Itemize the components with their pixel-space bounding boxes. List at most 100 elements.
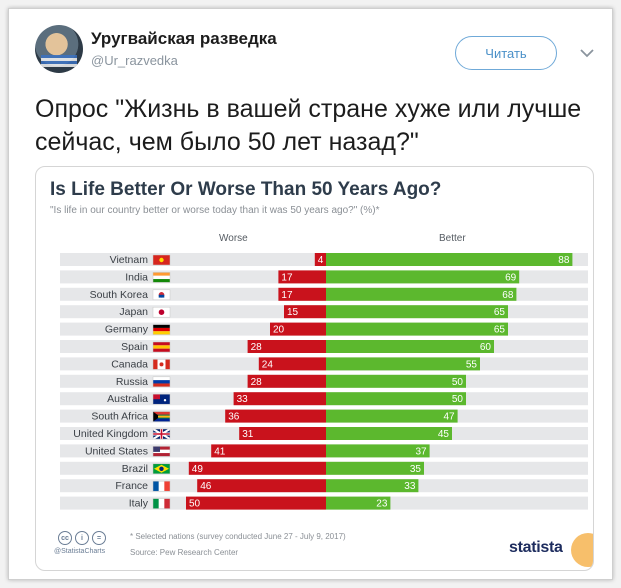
follow-button[interactable]: Читать [455, 36, 557, 70]
worse-value-label: 50 [189, 499, 201, 510]
flag-icon [152, 272, 171, 283]
worse-value-label: 46 [200, 481, 212, 492]
better-bar [326, 496, 391, 510]
worse-bar [197, 479, 326, 493]
worse-bar [270, 322, 326, 336]
country-label: India [125, 271, 148, 283]
better-column-header: Better [439, 233, 466, 244]
worse-bar [314, 253, 326, 266]
worse-value-label: 33 [237, 394, 249, 405]
worse-value-label: 49 [192, 464, 204, 475]
better-bar [326, 270, 520, 284]
worse-bar [247, 374, 326, 388]
worse-value-label: 36 [228, 412, 240, 423]
better-value-label: 65 [494, 307, 506, 318]
flag-icon [152, 254, 171, 266]
country-label: United States [85, 445, 148, 457]
chart-image[interactable]: Is Life Better Or Worse Than 50 Years Ag… [35, 166, 594, 571]
chart-row: Australia 33 50 [60, 392, 588, 406]
flag-icon [152, 359, 171, 370]
flag-icon [152, 428, 171, 440]
worse-value-label: 17 [281, 290, 293, 301]
statista-logo: statista [509, 539, 563, 556]
better-bar [326, 253, 573, 266]
better-bar [326, 374, 466, 388]
flag-icon [152, 376, 171, 388]
chart-row: United States 41 37 [60, 444, 588, 458]
better-bar [326, 287, 517, 301]
worse-bar [211, 444, 326, 458]
bar-chart: Vietnam 4 88 India 17 69 South Korea 17 68 Japan 1… [60, 253, 588, 510]
better-value-label: 60 [480, 342, 492, 353]
flag-icon [152, 306, 171, 318]
better-bar [326, 357, 480, 371]
worse-bar [239, 427, 326, 440]
chart-subtitle: "Is life in our country better or worse … [50, 205, 380, 216]
country-label: Japan [119, 306, 148, 318]
worse-value-label: 17 [281, 272, 293, 283]
country-label: Germany [105, 324, 149, 336]
country-label: South Korea [90, 289, 149, 301]
flag-icon [152, 341, 171, 353]
worse-bar [186, 496, 326, 510]
chart-row: Japan 15 65 [60, 305, 588, 319]
flag-icon [152, 289, 171, 301]
better-value-label: 69 [505, 272, 517, 283]
country-label: Australia [107, 393, 148, 405]
worse-bar [284, 305, 326, 319]
better-bar [326, 409, 458, 423]
flag-icon [152, 393, 171, 405]
chart-row: Brazil 49 35 [60, 461, 588, 475]
chart-row: Canada 24 55 [60, 357, 588, 371]
author-handle[interactable]: @Ur_razvedka [91, 53, 178, 68]
chart-row: Vietnam 4 88 [60, 253, 588, 266]
flag-icon [152, 411, 171, 422]
cc-license-icons: cc i = [58, 531, 106, 545]
worse-value-label: 28 [251, 342, 263, 353]
avatar[interactable] [35, 25, 83, 73]
chart-source: Source: Pew Research Center [130, 548, 239, 557]
better-value-label: 50 [452, 394, 464, 405]
chevron-down-icon[interactable] [577, 43, 597, 63]
country-label: South Africa [91, 411, 148, 423]
author-name[interactable]: Уругвайская разведка [91, 29, 277, 48]
better-bar [326, 461, 424, 475]
better-value-label: 37 [415, 446, 427, 457]
better-bar [326, 479, 419, 493]
chart-row: United Kingdom 31 45 [60, 427, 588, 440]
flag-icon [152, 463, 171, 475]
statista-charts-handle: @StatistaCharts [54, 548, 106, 555]
worse-bar [247, 340, 326, 353]
worse-value-label: 41 [214, 446, 226, 457]
better-value-label: 47 [443, 412, 455, 423]
country-label: Canada [111, 358, 148, 370]
country-label: Vietnam [110, 254, 149, 266]
better-bar [326, 322, 508, 336]
country-label: Italy [129, 498, 149, 510]
flag-icon [152, 324, 171, 335]
better-value-label: 50 [452, 377, 464, 388]
better-value-label: 68 [502, 290, 514, 301]
chart-row: South Korea 17 68 [60, 287, 588, 301]
worse-bar [278, 287, 326, 301]
better-value-label: 65 [494, 325, 506, 336]
worse-bar [225, 409, 326, 423]
worse-value-label: 24 [262, 359, 274, 370]
worse-value-label: 28 [251, 377, 263, 388]
better-bar [326, 340, 494, 353]
better-bar [326, 427, 452, 440]
flag-icon [152, 498, 171, 509]
worse-value-label: 15 [287, 307, 299, 318]
chart-row: India 17 69 [60, 270, 588, 284]
chart-row: Italy 50 23 [60, 496, 588, 510]
country-label: Spain [121, 341, 148, 353]
better-bar [326, 444, 430, 458]
watermark-badge [571, 533, 593, 567]
tweet-card: Уругвайская разведка @Ur_razvedka Читать… [8, 8, 613, 580]
chart-footnote: * Selected nations (survey conducted Jun… [130, 532, 346, 541]
better-value-label: 45 [438, 429, 450, 440]
better-value-label: 88 [558, 255, 570, 266]
tweet-text: Опрос "Жизнь в вашей стране хуже или луч… [35, 95, 582, 156]
worse-value-label: 31 [242, 429, 254, 440]
worse-bar [188, 461, 326, 475]
